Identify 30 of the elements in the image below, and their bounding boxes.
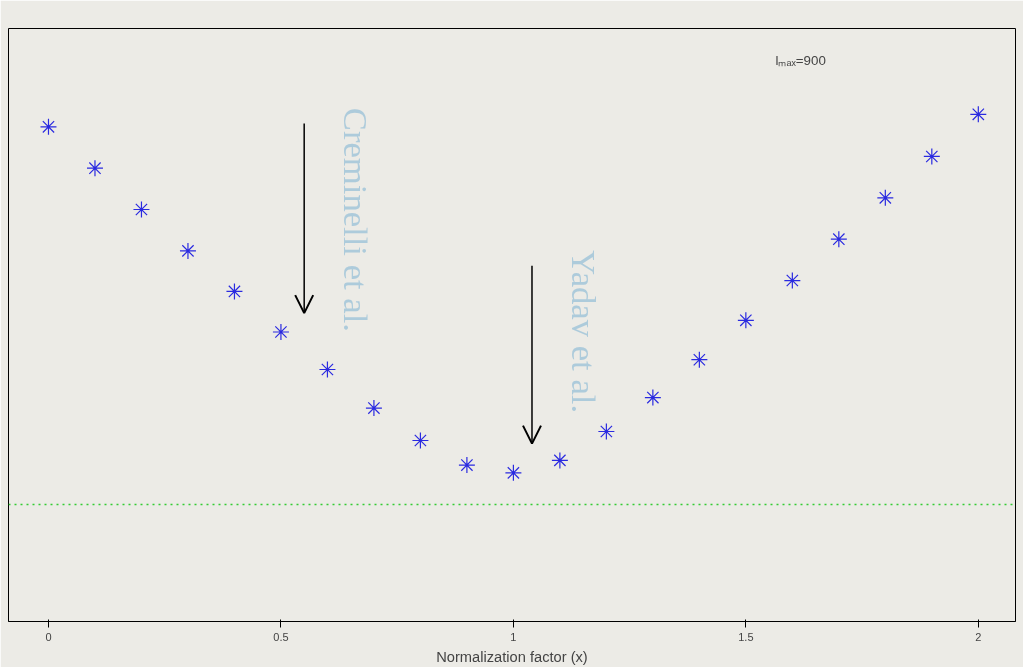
point <box>225 282 244 301</box>
point <box>272 323 290 341</box>
point <box>551 451 569 469</box>
point <box>365 399 383 417</box>
x-tick-label: 0.5 <box>273 630 289 643</box>
x-tick-label: 2 <box>975 630 982 643</box>
point <box>132 200 151 219</box>
point <box>597 422 615 441</box>
point <box>179 242 197 260</box>
x-axis-title: Normalization factor (x) <box>436 648 588 665</box>
point <box>318 360 337 379</box>
point <box>690 351 708 369</box>
point <box>737 311 755 329</box>
annotation: Yadav et al. <box>564 250 603 414</box>
point <box>876 189 894 207</box>
annotation: Creminelli et al. <box>336 107 375 333</box>
point <box>830 230 848 248</box>
text: lₘₐₓ=900 <box>775 52 826 68</box>
x-tick-label: 1 <box>510 630 517 643</box>
point <box>504 464 522 482</box>
point <box>644 388 662 407</box>
point <box>969 105 987 123</box>
point <box>39 118 58 136</box>
point <box>923 147 941 166</box>
point <box>783 271 801 290</box>
point <box>411 431 430 450</box>
point <box>86 159 104 177</box>
point <box>458 456 476 474</box>
x-tick-label: 0 <box>45 630 52 643</box>
x-tick-label: 1.5 <box>738 630 754 643</box>
